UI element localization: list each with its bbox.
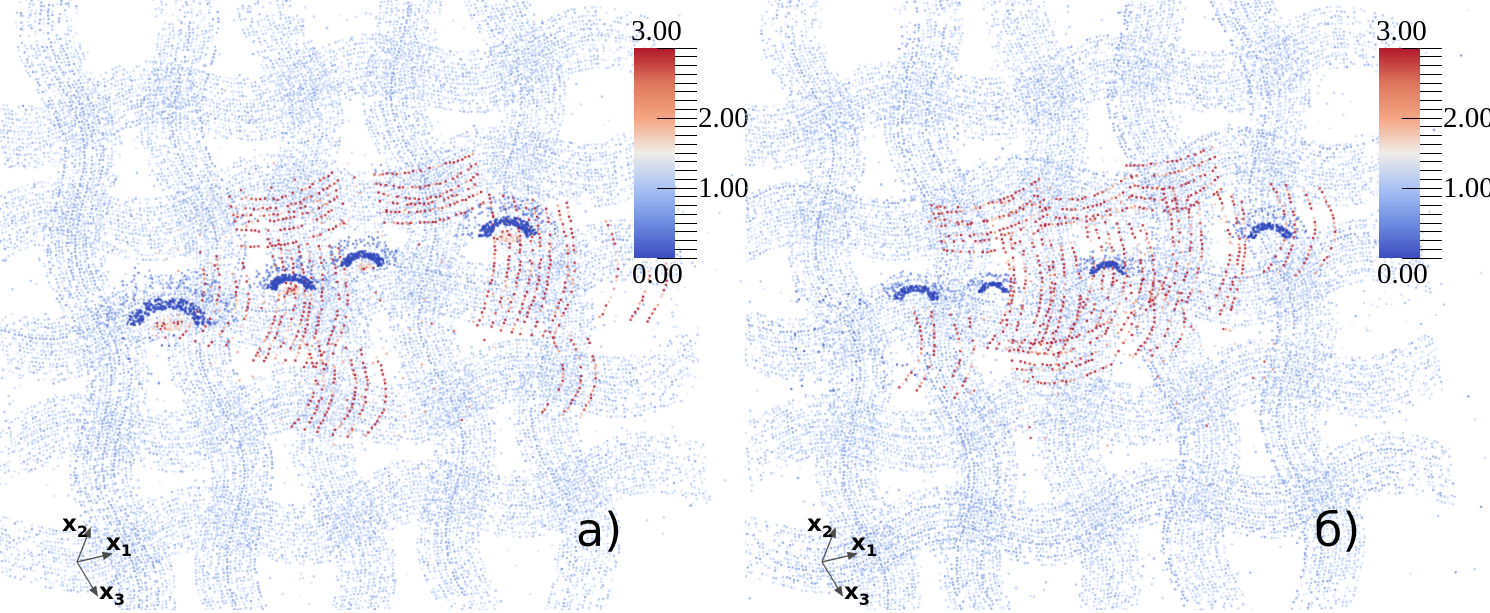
- x3-axis-arrow: [821, 561, 844, 597]
- colorbar-tick: [1420, 170, 1442, 171]
- colorbar-tick: [1420, 213, 1442, 215]
- colorbar-tick: [675, 170, 697, 171]
- point-cloud-canvas-a: [0, 0, 745, 610]
- colorbar-tick: [675, 73, 697, 75]
- colorbar-tick: [1420, 222, 1442, 224]
- colorbar-tick: [1420, 65, 1442, 66]
- colorbar-tick: [675, 91, 697, 93]
- x1-axis-arrow: [821, 551, 859, 563]
- colorbar-tick-label-1: 1.00: [1443, 172, 1490, 204]
- colorbar-tick: [675, 152, 697, 154]
- x2-axis-arrow: [76, 527, 91, 563]
- colorbar-tick: [1420, 100, 1442, 101]
- colorbar-ticks: [633, 0, 798, 300]
- colorbar-tick: [675, 196, 697, 198]
- colorbar-b: 3.00 2.00 1.00 0.00: [1376, 0, 1490, 300]
- colorbar-tick: [1420, 73, 1442, 75]
- x2-axis-label: x2: [807, 511, 833, 541]
- colorbar-tick: [657, 257, 697, 259]
- colorbar-tick: [657, 187, 697, 189]
- colorbar-tick: [1402, 257, 1442, 259]
- colorbar-ticks: [1378, 0, 1490, 300]
- colorbar-tick: [675, 248, 697, 250]
- colorbar-tick: [1420, 91, 1442, 93]
- colorbar-tick: [675, 222, 697, 224]
- colorbar-tick: [675, 100, 697, 101]
- colorbar-tick: [1420, 248, 1442, 250]
- colorbar-tick: [657, 117, 697, 119]
- colorbar-tick: [1420, 205, 1442, 206]
- colorbar-tick-label-1: 1.00: [698, 172, 749, 204]
- colorbar-tick: [675, 205, 697, 206]
- colorbar-tick: [1420, 196, 1442, 198]
- colorbar-a: 3.00 2.00 1.00 0.00: [631, 0, 798, 300]
- colorbar-tick: [1420, 231, 1442, 233]
- colorbar-gradient: [1379, 48, 1420, 258]
- colorbar-tick: [675, 135, 697, 136]
- colorbar-tick: [675, 126, 697, 128]
- colorbar-tick-label-2: 2.00: [1443, 102, 1490, 134]
- x3-axis-arrow: [76, 561, 99, 597]
- axis-triad-a: x2 x1 x3: [62, 511, 132, 609]
- colorbar-tick: [1420, 178, 1442, 180]
- colorbar-tick: [675, 161, 697, 163]
- x2-axis-label: x2: [62, 511, 88, 541]
- colorbar-tick: [675, 178, 697, 180]
- colorbar-tick: [675, 108, 697, 110]
- colorbar-tick: [1420, 135, 1442, 136]
- colorbar-tick: [657, 47, 697, 49]
- panel-label-a: а): [576, 503, 623, 557]
- colorbar-tick: [675, 240, 697, 241]
- x3-axis-label: x3: [844, 579, 870, 609]
- colorbar-min-label: 0.00: [632, 258, 683, 290]
- colorbar-tick: [675, 231, 697, 233]
- colorbar-tick: [1420, 240, 1442, 241]
- colorbar-tick: [675, 82, 697, 84]
- colorbar-tick: [675, 65, 697, 66]
- colorbar-gradient: [634, 48, 675, 258]
- axis-triad-b: x2 x1 x3: [807, 511, 877, 609]
- colorbar-tick: [1420, 126, 1442, 128]
- colorbar-tick: [675, 56, 697, 58]
- colorbar-max-label: 3.00: [1376, 15, 1427, 47]
- x1-axis-label: x1: [851, 530, 877, 560]
- x1-axis-arrow: [76, 551, 114, 563]
- colorbar-tick-label-2: 2.00: [698, 102, 749, 134]
- colorbar-tick: [1402, 47, 1442, 49]
- colorbar-tick: [1402, 117, 1442, 119]
- colorbar-tick: [675, 143, 697, 145]
- colorbar-tick: [1420, 143, 1442, 145]
- x1-axis-label: x1: [106, 530, 132, 560]
- colorbar-tick: [1402, 187, 1442, 189]
- colorbar-tick: [675, 213, 697, 215]
- colorbar-tick: [1420, 161, 1442, 163]
- colorbar-tick: [1420, 108, 1442, 110]
- colorbar-tick: [1420, 56, 1442, 58]
- x3-axis-label: x3: [99, 579, 125, 609]
- x2-axis-arrow: [821, 527, 836, 563]
- panel-a: 3.00 2.00 1.00 0.00 x2 x1 x3 а): [0, 0, 749, 610]
- point-cloud-canvas-b: [745, 0, 1490, 610]
- panel-b: 3.00 2.00 1.00 0.00 x2 x1 x3 б): [745, 0, 1490, 610]
- colorbar-max-label: 3.00: [631, 15, 682, 47]
- colorbar-min-label: 0.00: [1377, 258, 1428, 290]
- colorbar-tick: [1420, 152, 1442, 154]
- colorbar-tick: [1420, 82, 1442, 84]
- panel-label-b: б): [1314, 503, 1361, 557]
